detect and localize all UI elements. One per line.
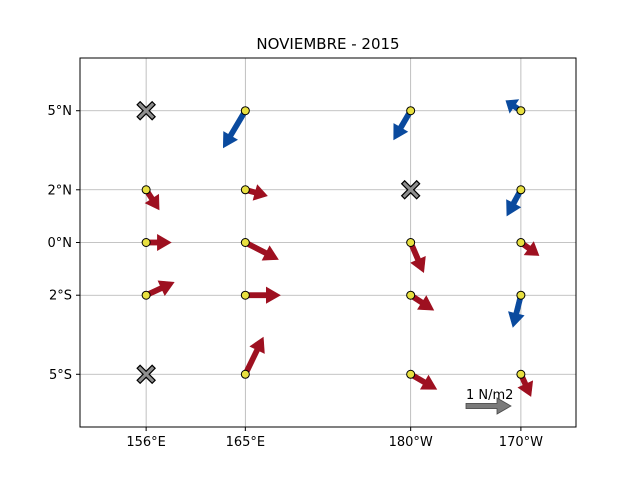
- station-marker: [406, 290, 416, 300]
- map-title: NOVIEMBRE - 2015: [256, 35, 399, 53]
- y-tick-label: 5°N: [48, 104, 73, 119]
- x-tick-label: 165°E: [226, 435, 266, 450]
- station-marker: [240, 290, 250, 300]
- wind-stress-arrows: [143, 99, 540, 397]
- station-marker: [516, 185, 526, 195]
- y-tick-label: 2°N: [48, 183, 73, 198]
- x-tick-label: 170°W: [499, 435, 543, 450]
- station-marker: [406, 238, 416, 247]
- wind-stress-arrow: [243, 239, 279, 261]
- x-tick-label: 156°E: [126, 435, 166, 450]
- station-marker: [516, 106, 526, 116]
- wind-stress-arrow: [242, 336, 265, 376]
- station-marker: [406, 106, 416, 116]
- reference-arrow-shape: [465, 397, 512, 415]
- station-marker: [240, 369, 250, 379]
- wind-stress-arrow: [245, 286, 281, 304]
- missing-station-icon: [400, 179, 421, 200]
- x-tick-label: 180°W: [389, 435, 433, 450]
- station-marker: [406, 369, 416, 379]
- x-axis: 156°E 165°E 180°W 170°W: [126, 427, 543, 450]
- station-marker: [141, 238, 151, 247]
- station-marker: [516, 238, 526, 247]
- station-marker: [240, 106, 250, 116]
- y-tick-label: 0°N: [48, 236, 73, 251]
- station-marker: [141, 290, 151, 300]
- missing-station-icon: [136, 364, 156, 385]
- missing-station-icon: [136, 100, 156, 121]
- y-tick-label: 2°S: [49, 289, 72, 304]
- station-marker: [516, 369, 526, 379]
- y-axis: 5°N 2°N 0°N 2°S 5°S: [48, 104, 80, 383]
- wind-stress-arrow: [222, 108, 249, 149]
- station-marker: [516, 290, 526, 300]
- station-marker: [240, 238, 250, 247]
- reference-arrow-label: 1 N/m2: [466, 388, 513, 403]
- station-marker: [141, 185, 151, 195]
- reference-arrow: 1 N/m2: [465, 388, 513, 415]
- station-marker: [240, 185, 250, 195]
- station-markers: [136, 100, 526, 385]
- y-tick-label: 5°S: [49, 368, 72, 383]
